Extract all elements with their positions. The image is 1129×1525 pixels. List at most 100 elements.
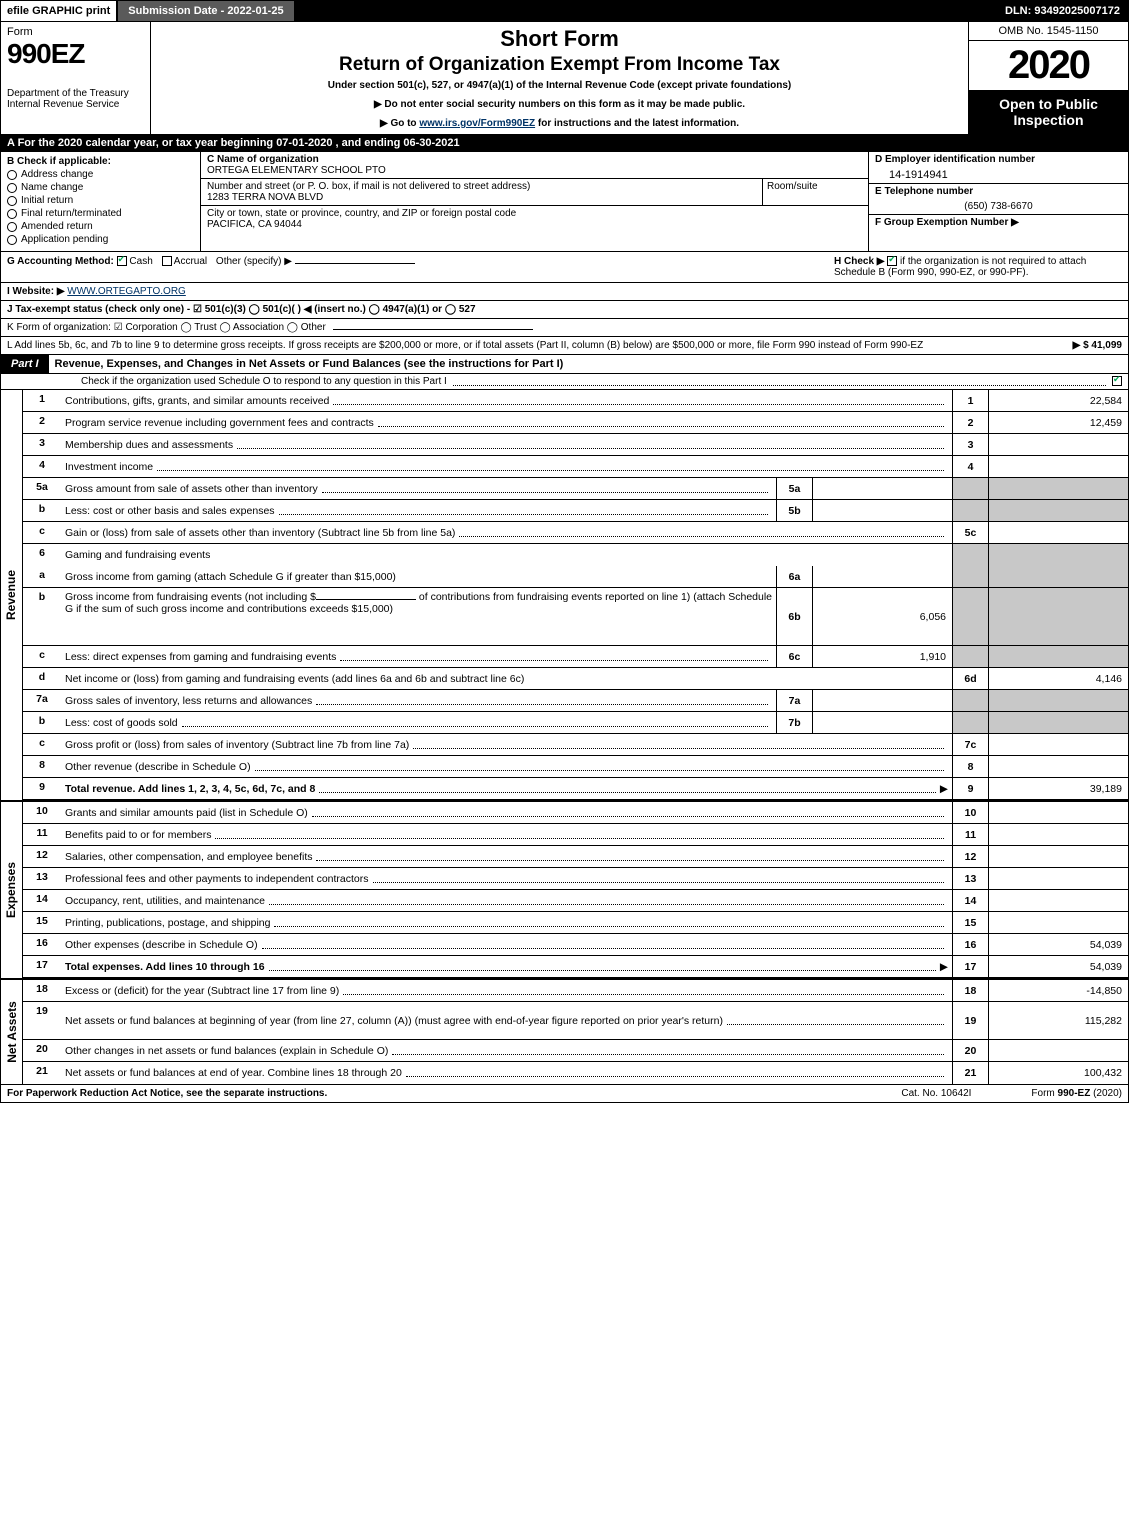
row-num: 17 (23, 956, 61, 977)
street-label: Number and street (or P. O. box, if mail… (207, 181, 758, 192)
chk-application-pending[interactable] (7, 235, 17, 245)
chk-initial-return[interactable] (7, 196, 17, 206)
shaded-cell (952, 478, 988, 499)
page-footer: For Paperwork Reduction Act Notice, see … (0, 1085, 1129, 1103)
row-desc: Total expenses. Add lines 10 through 16 (65, 961, 265, 973)
row-rn: 4 (952, 456, 988, 477)
row-rv (988, 868, 1128, 889)
row-rn: 2 (952, 412, 988, 433)
row-num: c (23, 734, 61, 755)
label-other-specify: Other (specify) ▶ (216, 256, 292, 267)
row-num: 8 (23, 756, 61, 777)
footer-form-bold: 990-EZ (1058, 1088, 1091, 1099)
row-rn: 5c (952, 522, 988, 543)
row-mn: 6a (776, 566, 812, 587)
chk-final-return[interactable] (7, 209, 17, 219)
goto-post: for instructions and the latest informat… (535, 118, 739, 129)
row-num: 3 (23, 434, 61, 455)
row-desc: Net income or (loss) from gaming and fun… (65, 673, 524, 685)
row-mv (812, 712, 952, 733)
gross-receipts-text: L Add lines 5b, 6c, and 7b to line 9 to … (7, 340, 1065, 351)
row-mv: 6,056 (812, 588, 952, 645)
chk-amended-return[interactable] (7, 222, 17, 232)
row-rv (988, 522, 1128, 543)
irs-link[interactable]: www.irs.gov/Form990EZ (419, 118, 535, 129)
row-rv (988, 824, 1128, 845)
city-label: City or town, state or province, country… (207, 208, 862, 219)
chk-name-change[interactable] (7, 183, 17, 193)
form-header: Form 990EZ Department of the Treasury In… (0, 22, 1129, 135)
row-desc: Program service revenue including govern… (65, 417, 374, 429)
shaded-cell (952, 544, 988, 566)
row-num: 2 (23, 412, 61, 433)
row-rn: 3 (952, 434, 988, 455)
label-application-pending: Application pending (21, 234, 108, 245)
section-c: C Name of organization ORTEGA ELEMENTARY… (201, 152, 868, 251)
website-label: I Website: ▶ (7, 286, 65, 297)
label-amended-return: Amended return (21, 221, 93, 232)
city-value: PACIFICA, CA 94044 (207, 219, 862, 230)
room-suite-label: Room/suite (762, 179, 862, 205)
row-num: 15 (23, 912, 61, 933)
short-form-title: Short Form (159, 26, 960, 52)
header-right: OMB No. 1545-1150 2020 Open to Public In… (968, 22, 1128, 134)
revenue-table: Revenue 1Contributions, gifts, grants, a… (0, 390, 1129, 800)
label-initial-return: Initial return (21, 195, 73, 206)
row-num: b (23, 712, 61, 733)
row-rn: 12 (952, 846, 988, 867)
shaded-cell (988, 478, 1128, 499)
efile-print-label[interactable]: efile GRAPHIC print (1, 1, 116, 21)
netassets-table: Net Assets 18Excess or (deficit) for the… (0, 978, 1129, 1085)
section-def: D Employer identification number 14-1914… (868, 152, 1128, 251)
row-rn: 15 (952, 912, 988, 933)
row-desc: Gross income from gaming (attach Schedul… (65, 571, 396, 583)
row-rn: 21 (952, 1062, 988, 1084)
part1-sub-text: Check if the organization used Schedule … (81, 376, 447, 387)
chk-schedule-b[interactable] (887, 256, 897, 266)
row-rv: 54,039 (988, 934, 1128, 955)
side-label-revenue: Revenue (1, 390, 23, 800)
label-cash: Cash (129, 256, 152, 267)
chk-accrual[interactable] (162, 256, 172, 266)
row-num: c (23, 646, 61, 667)
row-rn: 6d (952, 668, 988, 689)
section-b: B Check if applicable: Address change Na… (1, 152, 201, 251)
chk-address-change[interactable] (7, 170, 17, 180)
return-title: Return of Organization Exempt From Incom… (159, 54, 960, 76)
row-rv (988, 846, 1128, 867)
row-rv: 100,432 (988, 1062, 1128, 1084)
row-rv (988, 890, 1128, 911)
chk-cash[interactable] (117, 256, 127, 266)
row-num: 9 (23, 778, 61, 799)
shaded-cell (988, 500, 1128, 521)
shaded-cell (988, 646, 1128, 667)
row-rn: 7c (952, 734, 988, 755)
label-name-change: Name change (21, 182, 83, 193)
row-desc: Membership dues and assessments (65, 439, 233, 451)
header-center: Short Form Return of Organization Exempt… (151, 22, 968, 134)
row-num: 18 (23, 980, 61, 1001)
open-public-badge: Open to Public Inspection (969, 90, 1128, 134)
h-check-label: H Check ▶ (834, 256, 884, 267)
section-k: K Form of organization: ☑ Corporation ◯ … (0, 319, 1129, 337)
ein-value: 14-1914941 (869, 167, 1128, 184)
row-num: 19 (23, 1002, 61, 1039)
website-link[interactable]: WWW.ORTEGAPTO.ORG (67, 286, 186, 297)
dept-treasury: Department of the Treasury (7, 88, 144, 99)
row-rn: 20 (952, 1040, 988, 1061)
shaded-cell (952, 690, 988, 711)
chk-schedule-o[interactable] (1112, 376, 1122, 386)
row-mv (812, 690, 952, 711)
footer-paperwork: For Paperwork Reduction Act Notice, see … (7, 1088, 327, 1099)
row-num: c (23, 522, 61, 543)
section-j: J Tax-exempt status (check only one) - ☑… (0, 301, 1129, 319)
row-desc: Salaries, other compensation, and employ… (65, 851, 312, 863)
shaded-cell (988, 544, 1128, 566)
part1-header: Part I Revenue, Expenses, and Changes in… (0, 355, 1129, 374)
row-mv (812, 566, 952, 587)
ein-label: D Employer identification number (875, 154, 1035, 165)
shaded-cell (952, 646, 988, 667)
info-block: B Check if applicable: Address change Na… (0, 152, 1129, 252)
shaded-cell (952, 588, 988, 645)
row-num: 12 (23, 846, 61, 867)
